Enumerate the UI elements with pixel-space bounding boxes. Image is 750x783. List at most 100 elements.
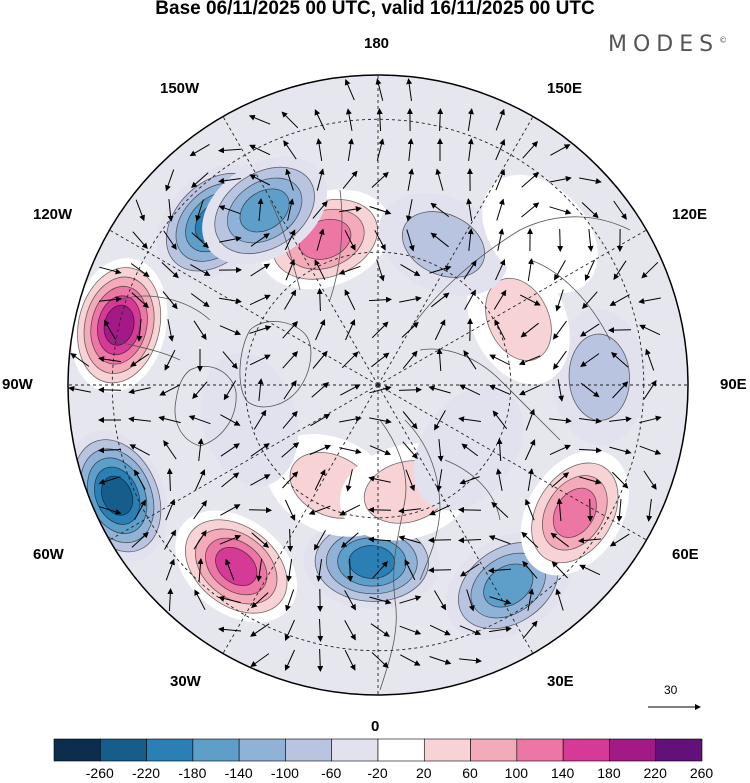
anom-pos-east bbox=[520, 450, 629, 576]
wind-vector-229 bbox=[134, 499, 146, 520]
wind-vector-141 bbox=[371, 352, 390, 368]
wind-vector-149 bbox=[611, 352, 629, 368]
wind-vector-107 bbox=[519, 294, 541, 306]
wind-vector-83 bbox=[376, 259, 385, 282]
wind-vector-210 bbox=[134, 469, 146, 490]
wind-vector-175 bbox=[220, 414, 241, 426]
wind-vector-39 bbox=[579, 177, 602, 185]
wind-vector-76 bbox=[161, 262, 179, 279]
anom-neg-south-level-4 bbox=[348, 545, 396, 579]
colorbar-tick-label: -140 bbox=[224, 765, 253, 781]
wind-vector-306 bbox=[317, 648, 324, 672]
wind-vector-286 bbox=[369, 596, 392, 605]
wind-vector-37 bbox=[521, 172, 540, 188]
wind-vector-7 bbox=[376, 108, 383, 132]
wind-vector-205 bbox=[549, 444, 571, 456]
wind-vector-1 bbox=[375, 78, 384, 101]
wind-vector-71 bbox=[557, 228, 564, 252]
lon-label-120e: 120E bbox=[672, 206, 708, 223]
wind-vector-54 bbox=[549, 206, 572, 215]
wind-vector-108 bbox=[555, 289, 564, 312]
wind-vector-253 bbox=[314, 530, 326, 551]
wind-vector-87 bbox=[495, 258, 506, 281]
colorbar-tick-label: -180 bbox=[178, 765, 207, 781]
colorbar-swatch-0 bbox=[53, 738, 101, 762]
wind-vector-231 bbox=[193, 500, 207, 520]
wind-vector-174 bbox=[188, 415, 211, 425]
wind-vector-90 bbox=[584, 259, 595, 281]
meridian-150 bbox=[377, 116, 534, 386]
wind-vector-269 bbox=[316, 559, 323, 582]
wind-vector-198 bbox=[339, 447, 362, 455]
wind-vector-191 bbox=[129, 444, 150, 456]
wind-vector-169 bbox=[612, 381, 629, 399]
wind-vector-144 bbox=[463, 349, 477, 370]
wind-vector-132 bbox=[98, 356, 121, 363]
colorbar-swatch-10 bbox=[516, 738, 564, 762]
wind-vector-81 bbox=[314, 259, 326, 281]
wind-vector-243 bbox=[556, 498, 563, 522]
wind-vector-100 bbox=[316, 288, 323, 312]
wind-vector-56 bbox=[613, 200, 627, 220]
colorbar-tick-label: 100 bbox=[504, 765, 529, 781]
wind-vector-217 bbox=[345, 469, 353, 492]
wind-vector-52 bbox=[496, 198, 505, 221]
wind-vector-17 bbox=[347, 138, 354, 161]
wind-vector-96 bbox=[190, 293, 210, 308]
wind-vector-44 bbox=[257, 198, 264, 222]
wind-vector-289 bbox=[466, 589, 475, 612]
wind-vector-248 bbox=[164, 529, 177, 550]
colorbar-swatch-1 bbox=[99, 738, 147, 762]
colorbar-swatch-7 bbox=[377, 738, 425, 762]
wind-vector-88 bbox=[527, 258, 534, 281]
wind-vector-158 bbox=[283, 380, 297, 400]
wind-vector-16 bbox=[316, 138, 323, 161]
wind-vector-112 bbox=[103, 319, 116, 340]
wind-vector-204 bbox=[524, 439, 536, 461]
wind-vector-106 bbox=[493, 289, 507, 310]
wind-vector-186 bbox=[549, 417, 572, 424]
wind-vector-268 bbox=[286, 559, 293, 582]
wind-vector-209 bbox=[98, 476, 121, 485]
wind-vector-127 bbox=[552, 320, 567, 340]
wind-vector-298 bbox=[370, 623, 390, 637]
wind-vector-282 bbox=[251, 592, 269, 609]
colorbar-swatch-13 bbox=[655, 738, 703, 762]
wind-vector-48 bbox=[369, 206, 392, 215]
wind-vector-150 bbox=[645, 348, 655, 371]
wind-vector-267 bbox=[256, 559, 263, 582]
wind-vector-85 bbox=[429, 265, 452, 274]
wind-vector-285 bbox=[344, 590, 356, 611]
wind-vector-281 bbox=[218, 595, 241, 604]
lon-label-90e: 90E bbox=[720, 376, 747, 393]
wind-vector-296 bbox=[317, 618, 324, 642]
wind-vector-58 bbox=[163, 230, 177, 250]
wind-vector-125 bbox=[494, 319, 506, 341]
wind-vector-291 bbox=[527, 588, 535, 611]
wind-vector-80 bbox=[285, 258, 295, 281]
wind-vector-283 bbox=[285, 589, 295, 612]
wind-vector-53 bbox=[521, 202, 540, 218]
reference-vector-label: 30 bbox=[664, 683, 678, 697]
wind-vector-97 bbox=[219, 297, 242, 304]
wind-vector-62 bbox=[284, 229, 296, 251]
wind-vector-26 bbox=[191, 172, 209, 188]
wind-vector-202 bbox=[461, 443, 479, 457]
wind-vector-220 bbox=[436, 469, 443, 492]
wind-vector-21 bbox=[467, 138, 474, 161]
wind-vector-162 bbox=[398, 386, 422, 393]
wind-vector-123 bbox=[434, 319, 446, 341]
coast-alaska bbox=[269, 189, 343, 301]
anom-pos-northeast-level-0 bbox=[482, 174, 598, 294]
wind-vector-138 bbox=[282, 351, 298, 369]
wind-vector-161 bbox=[369, 385, 392, 394]
wind-vector-92 bbox=[641, 261, 659, 279]
wind-vector-152 bbox=[98, 386, 122, 393]
wind-vectors bbox=[68, 78, 662, 672]
wind-vector-36 bbox=[495, 168, 506, 191]
wind-vector-25 bbox=[165, 169, 175, 192]
wind-vector-55 bbox=[581, 202, 599, 219]
wind-vector-145 bbox=[489, 354, 511, 366]
wind-vector-10 bbox=[467, 108, 474, 131]
chart-title: Base 06/11/2025 00 UTC, valid 16/11/2025… bbox=[155, 0, 595, 19]
